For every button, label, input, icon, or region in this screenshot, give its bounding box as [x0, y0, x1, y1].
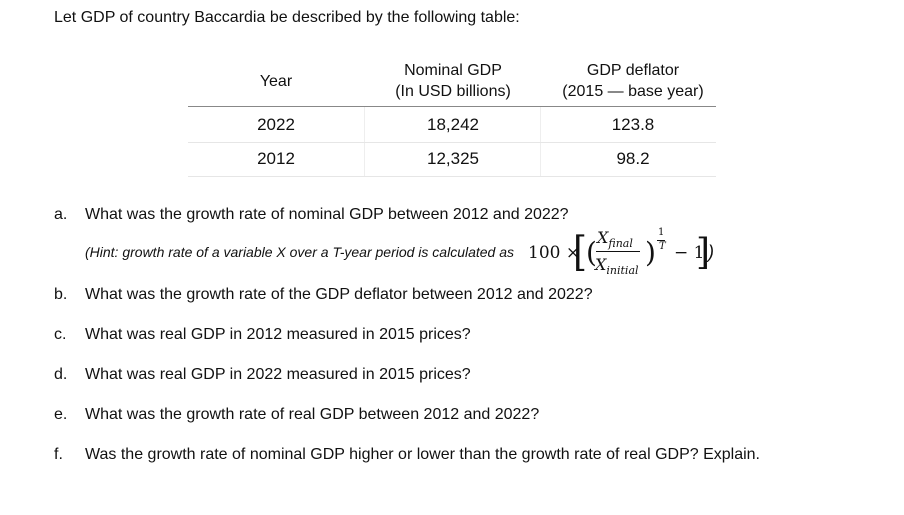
header-gdp-deflator: GDP deflator (2015 — base year) — [548, 60, 718, 102]
question-text: Was the growth rate of nominal GDP highe… — [85, 446, 760, 463]
hint-text: (Hint: growth rate of a variable X over … — [85, 244, 515, 260]
question-f: f. Was the growth rate of nominal GDP hig… — [54, 446, 760, 464]
formula-paren-open: ( — [586, 236, 597, 269]
header-nominal-line2: (In USD billions) — [395, 83, 511, 100]
cell-nominal-gdp: 12,325 — [427, 149, 479, 168]
question-text: What was real GDP in 2012 measured in 20… — [85, 326, 471, 343]
question-b: b. What was the growth rate of the GDP de… — [54, 286, 593, 304]
cell-nominal-gdp: 18,242 — [427, 115, 479, 134]
question-letter: f. — [54, 446, 63, 463]
question-letter: c. — [54, 326, 67, 343]
question-e: e. What was the growth rate of real GDP b… — [54, 406, 539, 424]
header-year: Year — [259, 73, 293, 90]
row-divider — [188, 176, 716, 177]
formula-paren-close: ) — [645, 236, 656, 269]
question-d: d. What was real GDP in 2022 measured in … — [54, 366, 471, 384]
question-text: What was the growth rate of nominal GDP … — [85, 206, 569, 223]
question-text: What was the growth rate of the GDP defl… — [85, 286, 593, 303]
table-row: 2012 12,325 98.2 — [188, 144, 716, 176]
formula-bracket-open: [ — [573, 228, 588, 276]
cell-gdp-deflator: 123.8 — [611, 115, 655, 134]
question-text: What was the growth rate of real GDP bet… — [85, 406, 540, 423]
question-letter: a. — [54, 206, 68, 223]
hint-close-paren: ) — [708, 242, 714, 262]
cell-gdp-deflator: 98.2 — [616, 149, 650, 168]
fraction-bar — [596, 251, 640, 252]
cell-year: 2012 — [257, 149, 295, 168]
formula-numerator: Xfinal — [597, 228, 633, 251]
header-nominal-gdp: Nominal GDP (In USD billions) — [368, 60, 538, 102]
cell-year: 2022 — [257, 115, 295, 134]
growth-rate-formula: 100 × [ ( Xfinal Xinitial ) 1 T − 1 ] ) — [528, 226, 738, 286]
intro-text: Let GDP of country Baccardia be describe… — [54, 9, 520, 26]
question-letter: b. — [54, 286, 68, 303]
question-letter: d. — [54, 366, 68, 383]
exponent-denominator: T — [659, 241, 666, 252]
header-deflator-line2: (2015 — base year) — [562, 83, 704, 100]
formula-bracket-close: ] — [696, 232, 711, 273]
exponent-fraction-bar — [657, 240, 665, 241]
question-a: a. What was the growth rate of nominal GD… — [54, 206, 569, 224]
row-divider — [188, 142, 716, 143]
question-letter: e. — [54, 406, 68, 423]
header-divider — [188, 106, 716, 107]
question-text: What was real GDP in 2022 measured in 20… — [85, 366, 471, 383]
header-deflator-line1: GDP deflator — [586, 62, 680, 79]
formula-minus-one: − 1 — [674, 243, 705, 263]
exponent-numerator: 1 — [658, 227, 665, 238]
formula-denominator: Xinitial — [595, 255, 639, 278]
header-nominal-line1: Nominal GDP — [404, 62, 502, 79]
table-row: 2022 18,242 123.8 — [188, 110, 716, 142]
formula-coefficient: 100 × — [528, 243, 581, 263]
question-c: c. What was real GDP in 2012 measured in … — [54, 326, 471, 344]
